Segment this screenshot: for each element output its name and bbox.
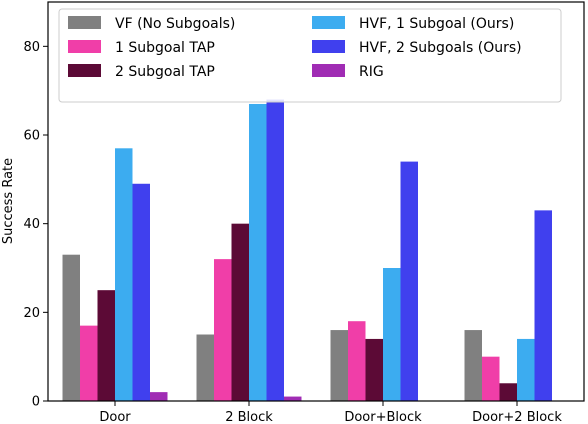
legend-swatch [312,16,345,29]
y-axis-label: Success Rate [1,158,16,244]
bar-s3-c0 [115,148,133,401]
bar-s3-c2 [383,268,401,401]
bar-s5-c0 [150,392,168,401]
x-tick-label: Door [99,410,131,424]
legend-swatch [68,16,101,29]
x-tick-label: 2 Block [225,410,273,424]
legend-label: RIG [359,64,384,80]
y-tick-label: 0 [32,395,40,410]
legend-label: 1 Subgoal TAP [115,40,215,56]
legend-label: HVF, 1 Subgoal (Ours) [359,16,514,32]
bar-s1-c2 [348,321,366,401]
legend-swatch [312,40,345,53]
legend: VF (No Subgoals) 1 Subgoal TAP 2 Subgoal T… [58,8,562,103]
bar-s5-c1 [284,396,302,401]
legend-label: VF (No Subgoals) [115,16,235,32]
bar-s0-c3 [464,330,482,401]
bar-s0-c2 [330,330,348,401]
plot-frame [47,1,585,402]
y-axis-ticks: 0 20 40 60 80 [23,40,48,410]
x-tick-label: Door+2 Block [472,410,562,424]
bar-s2-c2 [365,338,383,401]
bar-s2-c1 [231,223,249,401]
legend-label: 2 Subgoal TAP [115,64,215,80]
legend-label: HVF, 2 Subgoals (Ours) [359,40,522,56]
bar-s4-c0 [132,183,150,401]
bars-group [62,99,552,401]
y-tick-label: 60 [23,129,40,144]
bar-s4-c3 [534,210,552,401]
bar-s1-c3 [482,356,500,401]
bar-s3-c3 [517,338,535,401]
x-axis-ticks: Door 2 Block Door+Block Door+2 Block [99,401,562,424]
bar-s2-c3 [499,383,517,401]
legend-box [58,8,562,103]
bar-s0-c0 [62,254,80,401]
y-tick-label: 40 [23,217,40,232]
bar-s4-c1 [266,99,284,401]
x-tick-label: Door+Block [344,410,422,424]
legend-swatch [68,64,101,77]
legend-swatch [68,40,101,53]
y-tick-label: 20 [23,306,40,321]
bar-s3-c1 [249,103,267,401]
bar-s2-c0 [97,290,115,401]
bar-s4-c2 [400,161,418,401]
y-tick-label: 80 [23,40,40,55]
bar-s1-c1 [214,259,232,401]
bar-s0-c1 [196,334,214,401]
legend-swatch [312,64,345,77]
bar-s1-c0 [80,325,98,401]
